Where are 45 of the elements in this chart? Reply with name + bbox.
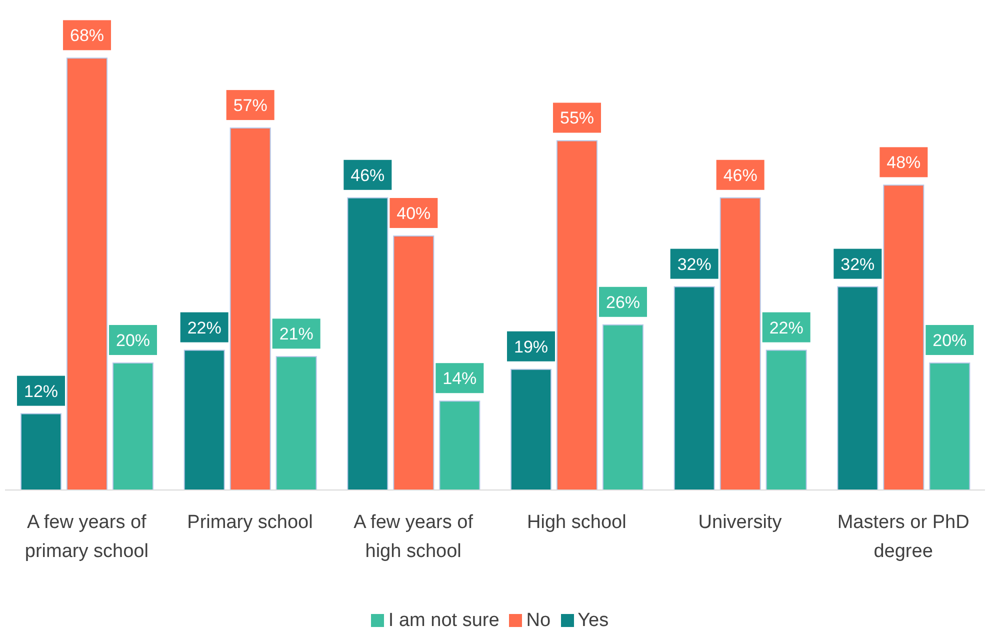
data-label: 22%: [187, 318, 222, 338]
x-tick-label: Masters or PhD degree: [837, 512, 970, 562]
legend-label: Yes: [578, 610, 609, 631]
bar: [602, 324, 644, 490]
data-label: 12%: [24, 382, 58, 401]
data-label: 68%: [70, 26, 104, 46]
data-label: 21%: [279, 324, 314, 344]
bar: [929, 362, 970, 490]
bar: [556, 140, 598, 490]
legend-label: I am not sure: [388, 610, 500, 631]
x-tick-label: High school: [527, 512, 626, 533]
x-tick-label: A few years of primary school: [24, 512, 148, 562]
bar: [883, 184, 924, 490]
bar: [720, 197, 761, 490]
data-label: 22%: [769, 318, 804, 338]
x-tick-label: A few years of high school: [354, 512, 474, 562]
bar: [230, 128, 271, 490]
bar: [393, 235, 434, 490]
bar: [347, 197, 388, 490]
bar: [184, 350, 225, 490]
data-label: 14%: [442, 369, 477, 388]
data-label: 19%: [514, 337, 548, 356]
bar: [20, 413, 62, 490]
bar: [439, 400, 480, 490]
data-label: 32%: [840, 254, 875, 274]
data-label: 55%: [560, 108, 594, 128]
x-tick-label: University: [698, 512, 782, 533]
bar: [837, 286, 878, 490]
data-label: 48%: [886, 153, 921, 172]
legend-label: No: [526, 610, 551, 631]
bar: [674, 286, 715, 490]
data-label: 40%: [396, 204, 431, 223]
bar: [510, 368, 552, 490]
data-label: 26%: [606, 292, 640, 312]
data-label: 46%: [723, 166, 758, 185]
x-tick-label: Primary school: [187, 512, 313, 533]
bar: [276, 356, 317, 490]
bar: [66, 58, 108, 490]
bar: [766, 350, 807, 490]
bar: [112, 362, 154, 490]
data-label: 20%: [932, 330, 967, 350]
data-label: 57%: [233, 96, 268, 116]
data-label: 46%: [350, 166, 385, 185]
data-label: 20%: [116, 330, 150, 350]
data-label: 32%: [677, 254, 712, 274]
